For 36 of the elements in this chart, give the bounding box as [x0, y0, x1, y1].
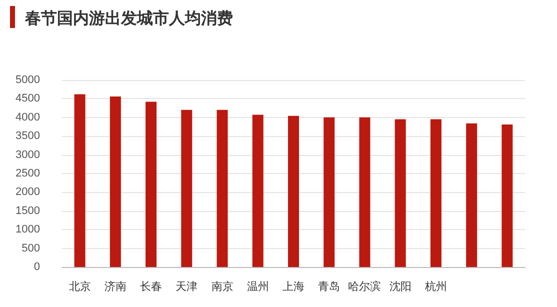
y-tick-label: 3000: [16, 148, 40, 161]
bar: [216, 110, 228, 267]
y-tick-label: 500: [22, 242, 40, 254]
x-tick-label: 长春: [140, 280, 162, 293]
bar: [181, 110, 192, 267]
bar: [288, 116, 299, 267]
x-tick-label: 杭州: [424, 280, 447, 293]
x-tick-label: 哈尔滨: [348, 280, 382, 293]
bar: [146, 102, 157, 267]
x-tick-label: 温州: [246, 280, 269, 293]
x-tick-label: 天津: [176, 280, 198, 293]
x-tick-label: 沈阳: [389, 280, 412, 293]
y-tick-label: 1500: [16, 204, 40, 217]
bar: [359, 117, 370, 267]
bar: [74, 94, 86, 267]
x-tick-label: 济南: [104, 280, 126, 293]
bar: [502, 124, 513, 267]
x-tick-label: 上海: [282, 280, 304, 293]
y-tick-label: 5000: [16, 74, 40, 86]
y-tick-label: 1000: [16, 224, 40, 236]
chart-title: 春节国内游出发城市人均消费: [24, 8, 233, 28]
bar: [110, 96, 121, 267]
x-tick-label: 青岛: [318, 280, 340, 293]
y-tick-label: 4500: [16, 92, 40, 105]
x-tick-label: 北京: [68, 280, 91, 293]
y-tick-label: 0: [34, 261, 40, 273]
y-tick-label: 3500: [16, 130, 40, 142]
y-tick-label: 2000: [16, 186, 40, 198]
y-tick-label: 2500: [16, 168, 40, 180]
bar: [324, 117, 335, 267]
bar: [466, 123, 478, 267]
x-tick-label: 南京: [211, 280, 234, 293]
bar: [430, 119, 442, 267]
y-tick-label: 4000: [16, 111, 40, 124]
bar: [394, 119, 406, 267]
bar: [252, 114, 264, 267]
